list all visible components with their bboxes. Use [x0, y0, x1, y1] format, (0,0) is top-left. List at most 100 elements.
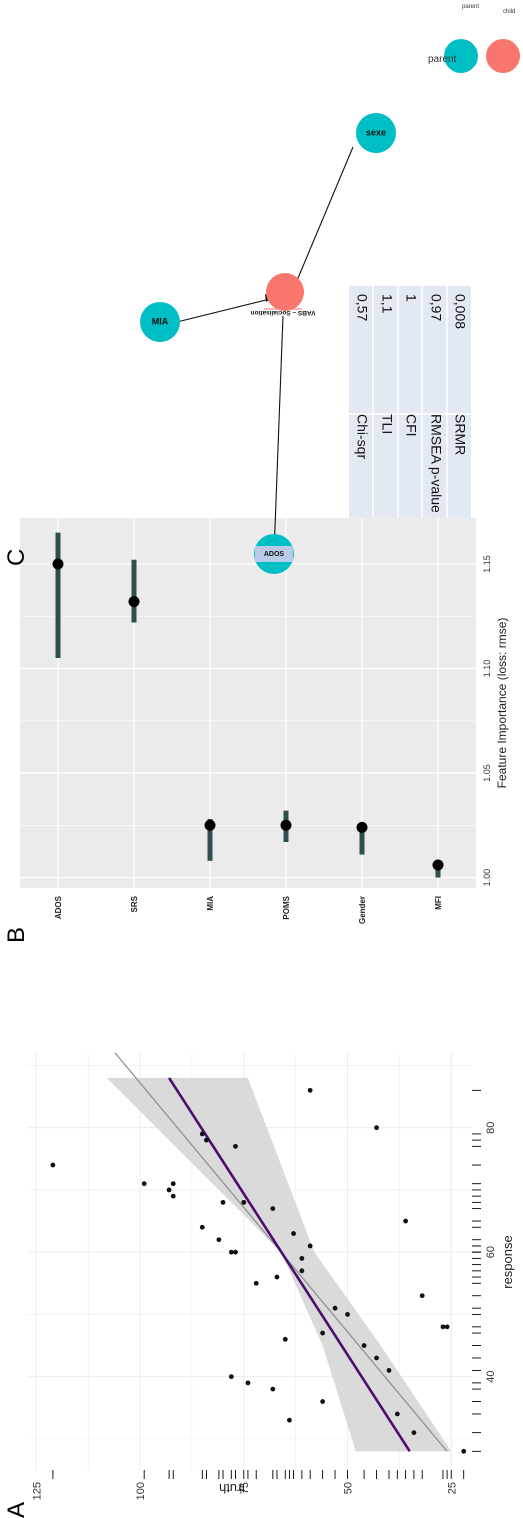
data-point	[274, 1274, 280, 1280]
panel-a-x-label: response	[500, 1235, 515, 1288]
fit-table-metric: CFI	[403, 414, 419, 437]
category-label-ados: ADOS	[54, 895, 63, 919]
node-mia: MIA	[140, 302, 180, 342]
legend-parent-swatch	[444, 39, 478, 73]
regression-line	[167, 1077, 411, 1453]
y-tick-label: 100	[135, 1482, 147, 1500]
data-point	[403, 1218, 409, 1224]
node-mia-circle	[140, 302, 180, 342]
panel-b-ticks: ADOS SRS MIA POMS Gender MFI 1.00 1.05 1.10 1.15	[54, 555, 492, 924]
panel-b-marks	[52, 532, 444, 878]
y-tick-label: 75	[239, 1482, 251, 1494]
fit-table-value: 1,1	[379, 294, 395, 314]
data-point	[228, 1374, 234, 1380]
network-legend: parent parent child	[428, 4, 520, 73]
node-sexe-circle	[356, 113, 396, 153]
panel-a-points	[50, 1087, 467, 1454]
x-tick-label: 40	[485, 1371, 497, 1383]
data-point	[332, 1305, 338, 1311]
network-edges	[176, 146, 354, 555]
fit-table-metric: Chi-sqr	[354, 414, 370, 459]
legend-child-swatch	[486, 39, 520, 73]
legend-parent-label: parent	[428, 54, 457, 65]
panel-a: A 40 60 80 25 50 75 100 125 response truth	[3, 1052, 515, 1518]
edge-ados-vabs	[273, 315, 284, 555]
category-label-gender: Gender	[358, 896, 367, 924]
fit-table-value: 0,97	[428, 294, 444, 321]
category-label-poms: POMS	[282, 895, 291, 919]
data-point	[307, 1087, 313, 1093]
node-mia-label: MIA	[152, 316, 169, 326]
legend-parent-sublabel: parent	[462, 4, 479, 10]
data-point	[444, 1324, 450, 1330]
fit-table-metric: SRMR	[452, 414, 468, 455]
data-point	[320, 1399, 326, 1404]
data-point	[440, 1324, 446, 1330]
data-point	[461, 1448, 467, 1454]
data-point	[50, 1162, 56, 1168]
x-tick-label: 80	[485, 1122, 497, 1134]
panel-b: B ADOS SRS MIA POMS Gender MFI 1.00 1.05 1.10 1.1…	[3, 518, 509, 943]
fit-table: Chi-sqr TLI CFI RMSEA p-value SRMR 0,57 …	[349, 286, 471, 518]
edge-sexe-vabs	[292, 146, 354, 291]
data-point	[228, 1249, 234, 1255]
data-point	[361, 1343, 367, 1348]
node-vabs: VABS – Socialisation	[251, 273, 316, 316]
data-point	[307, 1243, 313, 1249]
fit-table-bg	[349, 286, 471, 518]
data-point	[241, 1199, 247, 1205]
panel-a-rug	[52, 1089, 481, 1479]
node-vabs-label: VABS – Socialisation	[251, 309, 316, 316]
data-point	[166, 1187, 172, 1193]
data-point	[216, 1237, 222, 1243]
x-tick-label: 1.10	[482, 660, 492, 678]
node-sexe: sexe	[356, 113, 396, 153]
x-tick-label: 1.05	[482, 764, 492, 782]
x-tick-label: 1.15	[482, 555, 492, 573]
data-point	[170, 1181, 176, 1187]
data-point	[253, 1280, 259, 1286]
data-point	[291, 1231, 296, 1236]
panel-a-lines	[114, 1052, 448, 1453]
data-point	[287, 1417, 292, 1423]
data-point	[374, 1355, 379, 1361]
node-ados-label-box	[255, 546, 293, 562]
panel-c: C VABS – Socialisation MIA sexe	[3, 4, 520, 574]
point-mfi	[432, 859, 444, 871]
y-tick-label: 125	[31, 1482, 43, 1500]
data-point	[233, 1143, 238, 1149]
panel-b-background	[20, 518, 476, 888]
fit-table-metric: RMSEA p-value	[428, 414, 444, 513]
category-label-mia: MIA	[206, 896, 215, 911]
node-ados-label: ADOS	[264, 551, 285, 558]
node-ados: ADOS	[254, 534, 294, 574]
category-label-srs: SRS	[130, 895, 139, 912]
data-point	[299, 1268, 305, 1274]
panel-a-letter: A	[3, 1502, 30, 1518]
data-point	[386, 1368, 392, 1373]
category-label-mfi: MFI	[434, 896, 443, 910]
data-point	[199, 1131, 205, 1137]
point-poms	[280, 819, 292, 831]
y-tick-label: 50	[343, 1482, 355, 1494]
data-point	[299, 1255, 305, 1261]
legend-child-sublabel: child	[503, 9, 515, 15]
data-point	[170, 1193, 176, 1199]
data-point	[245, 1380, 251, 1386]
fit-table-metric: TLI	[379, 414, 395, 434]
y-tick-label: 25	[446, 1482, 458, 1494]
panel-b-plot-area	[20, 518, 476, 888]
panel-b-letter: B	[3, 927, 30, 943]
confidence-ribbon	[106, 1077, 452, 1452]
node-sexe-label: sexe	[366, 127, 386, 137]
data-point	[270, 1206, 276, 1211]
point-srs	[128, 596, 140, 608]
data-point	[411, 1430, 417, 1436]
fit-table-value: 0,57	[354, 294, 370, 321]
data-point	[270, 1386, 276, 1392]
panel-b-x-label: Feature Importance (loss: rmse)	[495, 618, 509, 789]
confidence-ribbon-area	[106, 1077, 452, 1452]
data-point	[233, 1249, 238, 1255]
data-point	[199, 1224, 205, 1230]
data-point	[320, 1330, 326, 1336]
